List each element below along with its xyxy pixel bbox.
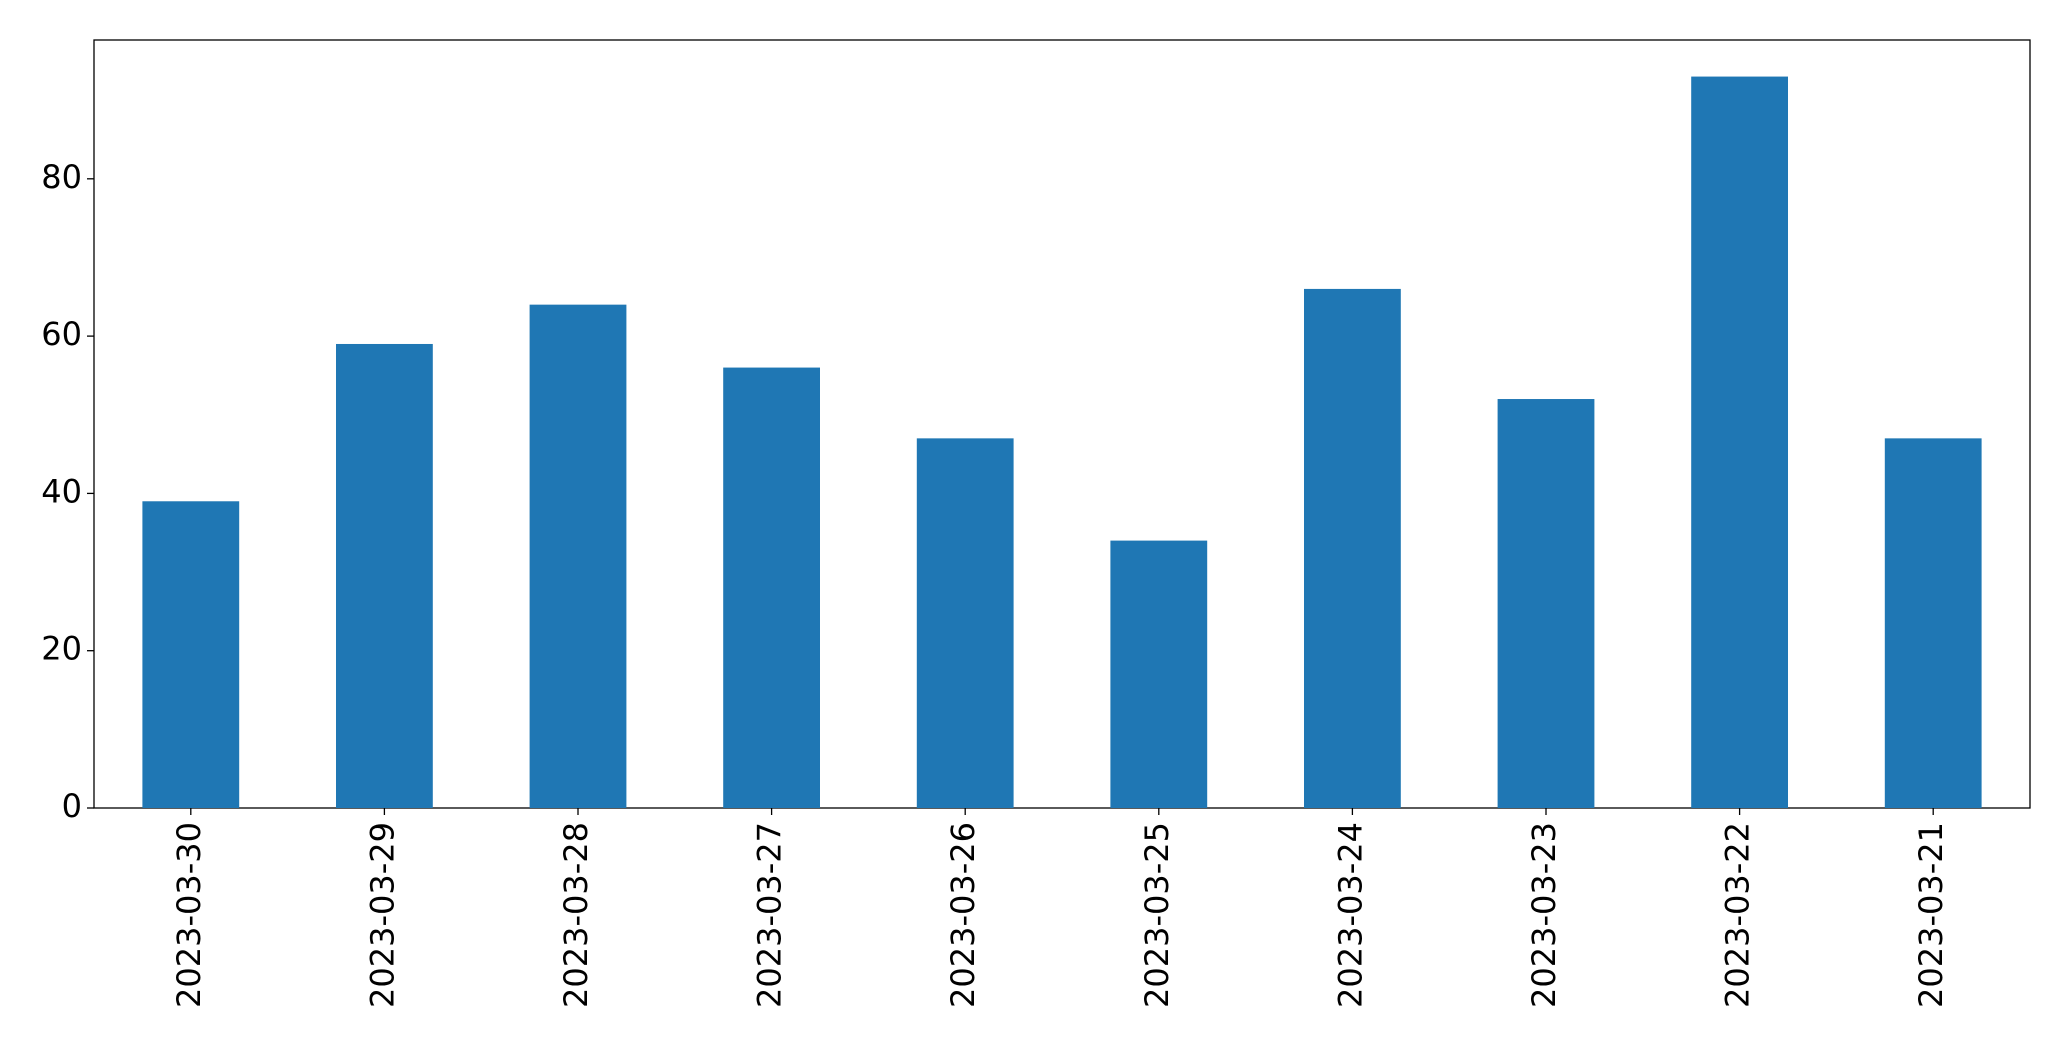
- x-tick-label: 2023-03-22: [1719, 822, 1757, 1008]
- bar: [916, 438, 1014, 808]
- x-tick-label: 2023-03-21: [1912, 822, 1950, 1008]
- x-tick-label: 2023-03-26: [944, 822, 982, 1008]
- bar: [529, 304, 627, 808]
- y-tick-label: 60: [41, 315, 82, 353]
- bar: [1304, 288, 1401, 809]
- x-tick-label: 2023-03-24: [1331, 822, 1369, 1008]
- x-tick-label: 2023-03-28: [557, 822, 595, 1008]
- x-tick-label: 2023-03-23: [1525, 822, 1563, 1008]
- bar: [142, 501, 240, 808]
- x-tick-label: 2023-03-27: [751, 822, 789, 1008]
- y-tick-label: 80: [41, 158, 82, 196]
- x-tick-label: 2023-03-30: [170, 822, 208, 1008]
- bar: [1691, 76, 1788, 809]
- bar: [1110, 540, 1208, 808]
- bar: [1497, 399, 1595, 808]
- x-tick-label: 2023-03-25: [1138, 822, 1176, 1008]
- y-tick-label: 40: [41, 472, 82, 510]
- bar: [1884, 438, 1982, 808]
- x-tick-label: 2023-03-29: [363, 822, 401, 1008]
- plot-frame: [93, 39, 2031, 809]
- bar: [723, 367, 820, 808]
- y-tick-label: 0: [62, 787, 82, 825]
- bar: [336, 343, 433, 808]
- y-tick-label: 20: [41, 630, 82, 668]
